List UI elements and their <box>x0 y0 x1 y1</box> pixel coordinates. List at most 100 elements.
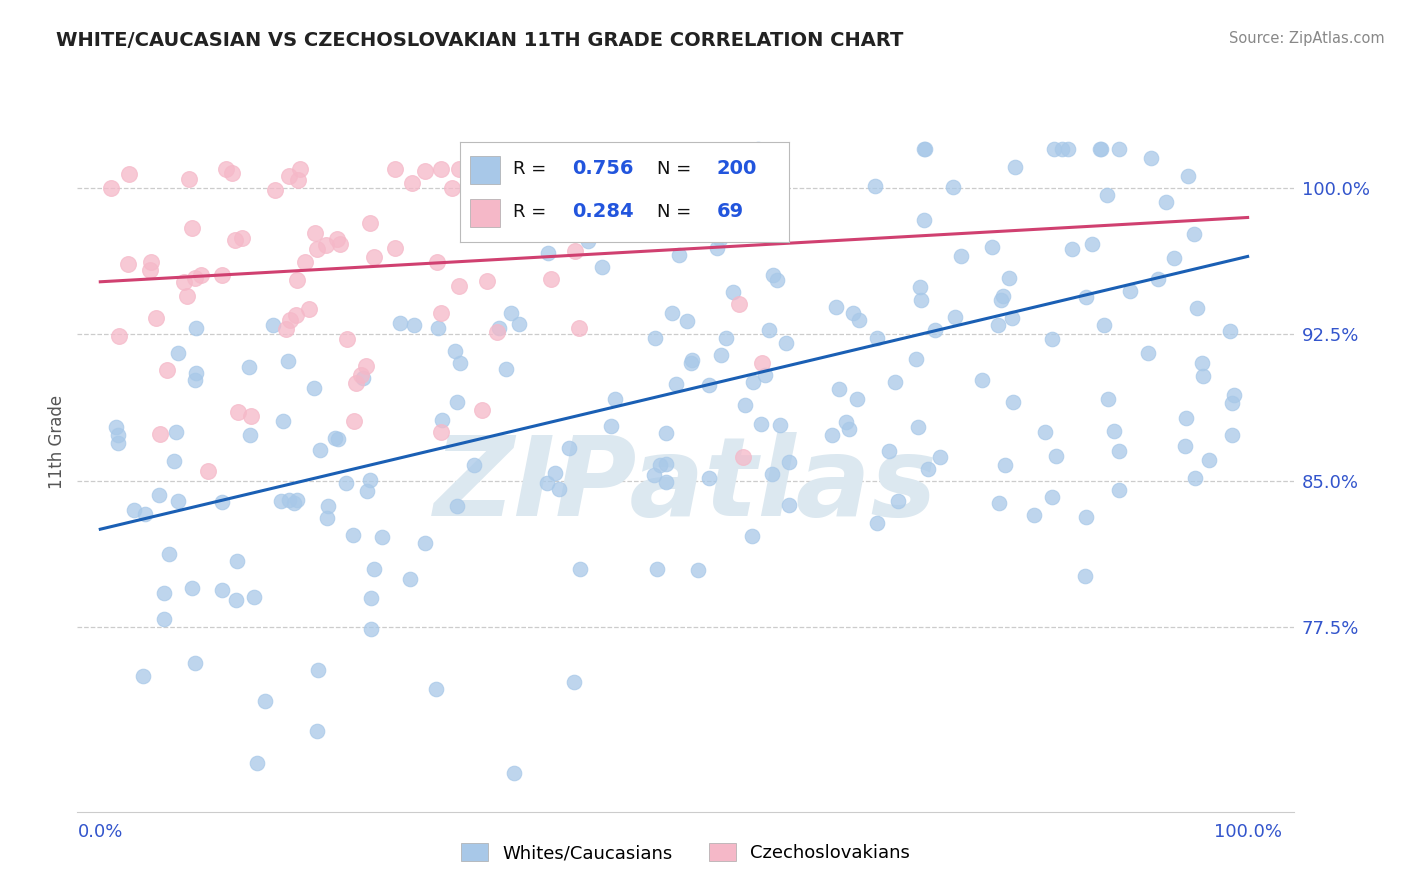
Point <box>661 306 683 320</box>
Point <box>211 583 233 598</box>
Point <box>225 592 247 607</box>
Point <box>413 535 436 549</box>
Point <box>640 192 662 206</box>
Point <box>994 458 1017 473</box>
Point <box>499 306 522 320</box>
Point <box>215 161 238 176</box>
Point <box>1108 443 1130 458</box>
Point <box>942 180 965 194</box>
Point <box>734 398 756 412</box>
Point <box>778 498 800 512</box>
Point <box>180 221 202 235</box>
Point <box>513 212 536 227</box>
Point <box>211 495 233 509</box>
Point <box>285 273 308 287</box>
Legend: Whites/Caucasians, Czechoslovakians: Whites/Caucasians, Czechoslovakians <box>454 836 917 870</box>
Point <box>184 366 207 380</box>
Point <box>463 458 485 473</box>
Point <box>643 468 665 483</box>
Point <box>426 255 449 269</box>
Point <box>741 375 763 389</box>
Point <box>221 166 243 180</box>
Point <box>449 356 471 370</box>
Point <box>1004 160 1026 174</box>
Point <box>335 475 357 490</box>
Point <box>1043 142 1066 156</box>
Point <box>287 172 309 186</box>
Point <box>1222 428 1244 442</box>
Point <box>184 656 207 670</box>
Point <box>288 161 311 176</box>
Point <box>108 329 131 343</box>
Point <box>655 425 678 440</box>
Point <box>449 161 471 176</box>
Point <box>769 418 792 433</box>
Point <box>733 450 755 464</box>
Point <box>838 422 860 436</box>
Point <box>980 239 1002 253</box>
Point <box>1033 425 1056 439</box>
Point <box>430 413 453 427</box>
Point <box>686 563 709 577</box>
Y-axis label: 11th Grade: 11th Grade <box>48 394 66 489</box>
Point <box>430 425 453 439</box>
Point <box>824 300 846 314</box>
Point <box>828 382 851 396</box>
Point <box>751 356 773 370</box>
Point <box>404 318 426 332</box>
Point <box>326 433 349 447</box>
Point <box>224 233 246 247</box>
Point <box>184 374 207 388</box>
Point <box>100 181 122 195</box>
Point <box>842 306 865 320</box>
Point <box>665 377 688 392</box>
Point <box>544 466 567 480</box>
Point <box>845 392 868 406</box>
Point <box>477 223 499 237</box>
Point <box>181 582 204 596</box>
Point <box>107 427 129 442</box>
Point <box>599 419 621 434</box>
Point <box>138 263 160 277</box>
Point <box>163 454 186 468</box>
Point <box>1045 450 1067 464</box>
Point <box>352 370 374 384</box>
Point <box>1040 490 1063 504</box>
Point <box>758 322 780 336</box>
Point <box>950 249 973 263</box>
Point <box>536 476 558 491</box>
Point <box>1074 290 1097 304</box>
Point <box>294 255 316 269</box>
Point <box>427 321 450 335</box>
Point <box>993 289 1015 303</box>
Point <box>644 331 666 345</box>
Point <box>184 321 207 335</box>
Point <box>231 231 253 245</box>
Point <box>318 500 340 514</box>
Point <box>1108 483 1130 497</box>
Point <box>425 682 447 697</box>
Text: ZIPatlas: ZIPatlas <box>433 433 938 540</box>
Point <box>679 356 702 370</box>
Point <box>1104 424 1126 438</box>
Point <box>990 293 1012 307</box>
Point <box>278 312 301 326</box>
Point <box>908 279 931 293</box>
Point <box>211 268 233 282</box>
Point <box>173 275 195 289</box>
Point <box>342 528 364 542</box>
Point <box>309 442 332 457</box>
Point <box>243 590 266 604</box>
Point <box>766 273 789 287</box>
Point <box>775 336 797 351</box>
Point <box>877 444 900 458</box>
Point <box>558 441 581 455</box>
Point <box>681 352 703 367</box>
Point <box>754 368 776 382</box>
Point <box>134 507 156 521</box>
Point <box>302 382 325 396</box>
Point <box>307 663 329 677</box>
Point <box>277 354 299 368</box>
Point <box>714 331 737 345</box>
Point <box>1090 142 1112 156</box>
